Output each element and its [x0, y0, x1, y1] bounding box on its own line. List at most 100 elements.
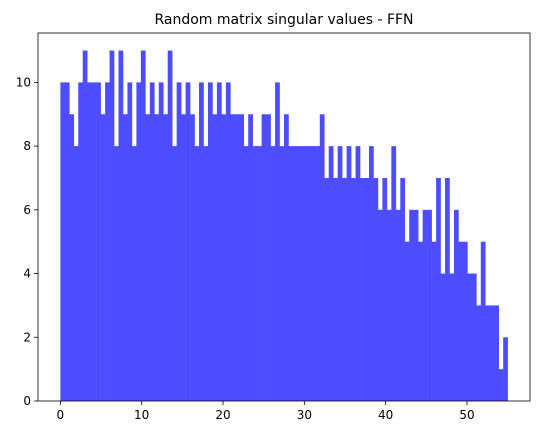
bar [275, 82, 280, 401]
bar [462, 241, 468, 401]
bar [333, 177, 338, 401]
bar [458, 241, 464, 401]
x-tick-label: 40 [378, 408, 393, 422]
y-tick-label: 10 [16, 75, 31, 89]
bar [185, 82, 191, 401]
bar [158, 82, 164, 401]
bar [494, 305, 499, 401]
bar [149, 82, 155, 401]
bar [431, 241, 437, 401]
bar [436, 177, 441, 401]
x-tick-label: 50 [459, 408, 474, 422]
bar [427, 209, 432, 401]
x-tick-label: 10 [134, 408, 149, 422]
bar [409, 209, 415, 401]
bar [239, 114, 245, 401]
bar [167, 50, 173, 402]
bar [351, 177, 356, 401]
bar [337, 146, 343, 401]
bar [395, 209, 401, 401]
bar [418, 241, 423, 401]
y-tick-label: 6 [23, 203, 31, 217]
bar [498, 369, 504, 401]
bar [480, 241, 486, 401]
bar [252, 146, 258, 401]
bar [221, 114, 227, 401]
bar [207, 82, 213, 401]
bar [100, 114, 106, 401]
bar [386, 209, 392, 401]
bar [212, 114, 218, 401]
bar [234, 114, 240, 401]
bar [400, 177, 406, 401]
bar [404, 241, 410, 401]
bar [257, 146, 262, 401]
bar [310, 146, 316, 401]
bar [377, 209, 383, 401]
bar [292, 146, 298, 401]
bar [297, 146, 303, 401]
bar [449, 273, 455, 401]
bar [364, 177, 370, 401]
bar [328, 146, 334, 401]
x-tick-label: 0 [57, 408, 65, 422]
bar [467, 273, 473, 401]
chart-title: Random matrix singular values - FFN [154, 12, 413, 28]
bar [154, 114, 160, 401]
y-tick-label: 2 [23, 330, 31, 344]
bar [91, 82, 97, 401]
bar [360, 177, 365, 401]
bar [440, 273, 446, 401]
bar [471, 273, 477, 401]
bar [190, 114, 195, 401]
bar [288, 146, 294, 401]
bar [382, 177, 388, 401]
bar [114, 146, 119, 401]
bar [346, 146, 352, 401]
bar [64, 82, 70, 401]
bar [422, 209, 428, 401]
bar [163, 114, 169, 401]
bar [391, 146, 397, 401]
bar [181, 114, 186, 401]
bar [118, 50, 124, 402]
bar [176, 82, 182, 401]
bar [69, 114, 75, 401]
bar [342, 177, 347, 401]
bar [324, 177, 330, 401]
bar [373, 177, 379, 401]
bar [279, 146, 285, 401]
bar [445, 177, 450, 401]
bar [284, 114, 289, 401]
bar [315, 146, 321, 401]
plot-frame [37, 32, 531, 402]
bar [503, 337, 508, 401]
bar [131, 146, 137, 401]
bar [127, 82, 133, 401]
bar [105, 82, 110, 401]
bar [368, 146, 374, 401]
bar [122, 114, 128, 401]
bar [266, 114, 271, 401]
y-tick-label: 8 [23, 139, 31, 153]
x-tick-label: 20 [215, 408, 230, 422]
y-tick-label: 4 [23, 267, 31, 281]
bar [230, 114, 236, 401]
bar [73, 146, 79, 401]
bar [485, 305, 491, 401]
bar [60, 82, 66, 401]
bar [306, 146, 312, 401]
bar [243, 146, 249, 401]
bar [87, 82, 92, 401]
bar [301, 146, 307, 401]
bar [78, 82, 84, 401]
y-tick-label: 0 [23, 394, 31, 408]
bar [82, 50, 88, 402]
bar [489, 305, 495, 401]
bar [145, 114, 151, 401]
bar [355, 146, 361, 401]
x-tick-label: 30 [297, 408, 312, 422]
bar [216, 82, 222, 401]
bar [199, 82, 204, 401]
bar [270, 146, 276, 401]
